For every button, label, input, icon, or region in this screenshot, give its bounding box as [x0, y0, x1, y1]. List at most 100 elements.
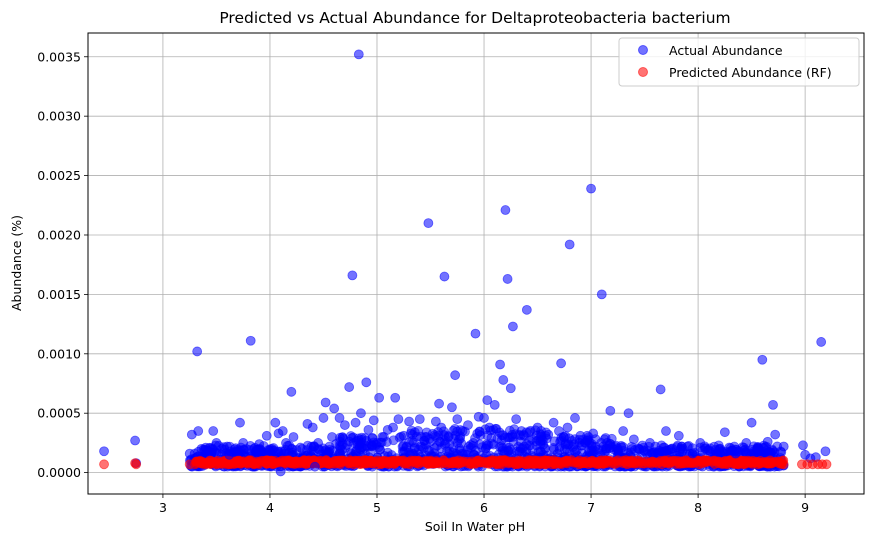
actual-abundance-point [270, 417, 281, 428]
actual-abundance-point [130, 435, 140, 446]
actual-abundance-point [695, 438, 706, 448]
predicted-abundance-point [487, 455, 498, 466]
actual-abundance-point [556, 358, 566, 369]
x-tick-label: 8 [694, 500, 702, 515]
actual-abundance-point [339, 420, 350, 430]
y-tick-label: 0.0025 [37, 168, 81, 183]
predicted-abundance-point [664, 458, 675, 469]
predicted-abundance-point [99, 459, 109, 470]
predicted-abundance-point [435, 458, 445, 469]
predicted-abundance-point [323, 458, 333, 469]
actual-abundance-point [398, 430, 409, 441]
actual-abundance-point [687, 448, 698, 459]
actual-abundance-point [746, 417, 757, 428]
legend: Actual Abundance Predicted Abundance (RF… [618, 37, 860, 87]
actual-abundance-point [762, 436, 773, 447]
actual-abundance-point [235, 417, 245, 428]
actual-abundance-point [484, 422, 495, 433]
actual-abundance-point [347, 270, 358, 281]
actual-abundance-point [222, 441, 233, 452]
actual-abundance-point [450, 370, 461, 381]
actual-abundance-point [374, 392, 385, 403]
y-axis-ticks: 0.0000 0.0005 0.0010 0.0015 0.0020 0.0025 0.00… [37, 49, 88, 480]
actual-abundance-point [425, 436, 436, 447]
x-tick-label: 4 [266, 500, 274, 515]
actual-abundance-point [757, 354, 768, 365]
actual-abundance-point [596, 289, 607, 300]
actual-abundance-point [816, 337, 827, 347]
actual-abundance-point [482, 395, 493, 406]
actual-abundance-point [605, 405, 616, 416]
actual-abundance-point [267, 443, 277, 454]
y-tick-label: 0.0035 [37, 49, 81, 64]
actual-abundance-point [288, 432, 299, 442]
predicted-abundance-point [222, 459, 233, 470]
actual-abundance-point [714, 443, 725, 454]
actual-abundance-point [468, 438, 479, 448]
actual-abundance-point [447, 402, 457, 413]
predicted-abundance-point [393, 456, 403, 467]
actual-abundance-point [661, 426, 671, 436]
actual-abundance-point [363, 424, 374, 435]
actual-abundance-point [588, 428, 599, 439]
actual-abundance-point [548, 417, 559, 428]
y-tick-label: 0.0000 [37, 465, 81, 480]
predicted-abundance-point [475, 457, 486, 468]
predicted-abundance-point [778, 459, 789, 470]
actual-abundance-point [575, 430, 586, 441]
actual-abundance-point [487, 438, 497, 449]
actual-abundance-point [498, 375, 509, 385]
x-axis-ticks: 3 4 5 6 7 8 9 [159, 494, 809, 515]
actual-abundance-point [480, 443, 491, 454]
predicted-abundance-point [401, 458, 412, 469]
actual-abundance-point [741, 438, 752, 448]
actual-abundance-point [511, 414, 522, 425]
actual-abundance-point [628, 434, 639, 445]
actual-abundance-point [527, 434, 538, 445]
predicted-abundance-point [544, 455, 555, 466]
actual-abundance-point [365, 447, 376, 458]
predicted-abundance-point [603, 455, 614, 466]
actual-abundance-point [320, 397, 331, 408]
actual-abundance-point [768, 399, 778, 410]
actual-abundance-point [666, 443, 677, 454]
actual-abundance-point [99, 446, 109, 457]
predicted-abundance-point [293, 457, 303, 468]
actual-abundance-point [439, 271, 450, 282]
predicted-abundance-point [677, 458, 688, 469]
actual-abundance-point [612, 443, 623, 454]
actual-abundance-point [423, 445, 434, 456]
actual-abundance-point [404, 416, 415, 427]
y-tick-label: 0.0010 [37, 346, 81, 361]
y-tick-label: 0.0015 [37, 287, 81, 302]
predicted-abundance-point [277, 455, 288, 466]
actual-abundance-point [639, 446, 650, 457]
actual-abundance-point [335, 436, 345, 447]
actual-abundance-point [554, 445, 565, 456]
predicted-abundance-point [413, 456, 424, 467]
predicted-abundance-point [375, 456, 386, 467]
actual-abundance-point [388, 422, 398, 433]
actual-abundance-point [470, 328, 481, 339]
actual-abundance-point [682, 441, 693, 452]
actual-abundance-point [193, 426, 204, 436]
actual-abundance-point [327, 432, 337, 442]
legend-label-predicted: Predicted Abundance (RF) [669, 65, 832, 80]
actual-abundance-point [344, 382, 355, 392]
actual-abundance-point [254, 439, 265, 449]
predicted-abundance-point [131, 459, 142, 470]
actual-abundance-point [503, 445, 514, 456]
x-tick-label: 7 [587, 500, 595, 515]
actual-abundance-point [313, 438, 324, 448]
plot-frame [87, 32, 865, 495]
actual-abundance-point [277, 426, 288, 436]
y-tick-label: 0.0020 [37, 227, 81, 242]
actual-abundance-point [703, 445, 714, 455]
actual-abundance-point [286, 386, 297, 397]
actual-abundance-point [673, 430, 684, 441]
predicted-abundance-point [821, 459, 832, 470]
predicted-abundance-point [588, 457, 599, 468]
actual-abundance-point [224, 449, 235, 460]
actual-abundance-point [521, 304, 532, 315]
